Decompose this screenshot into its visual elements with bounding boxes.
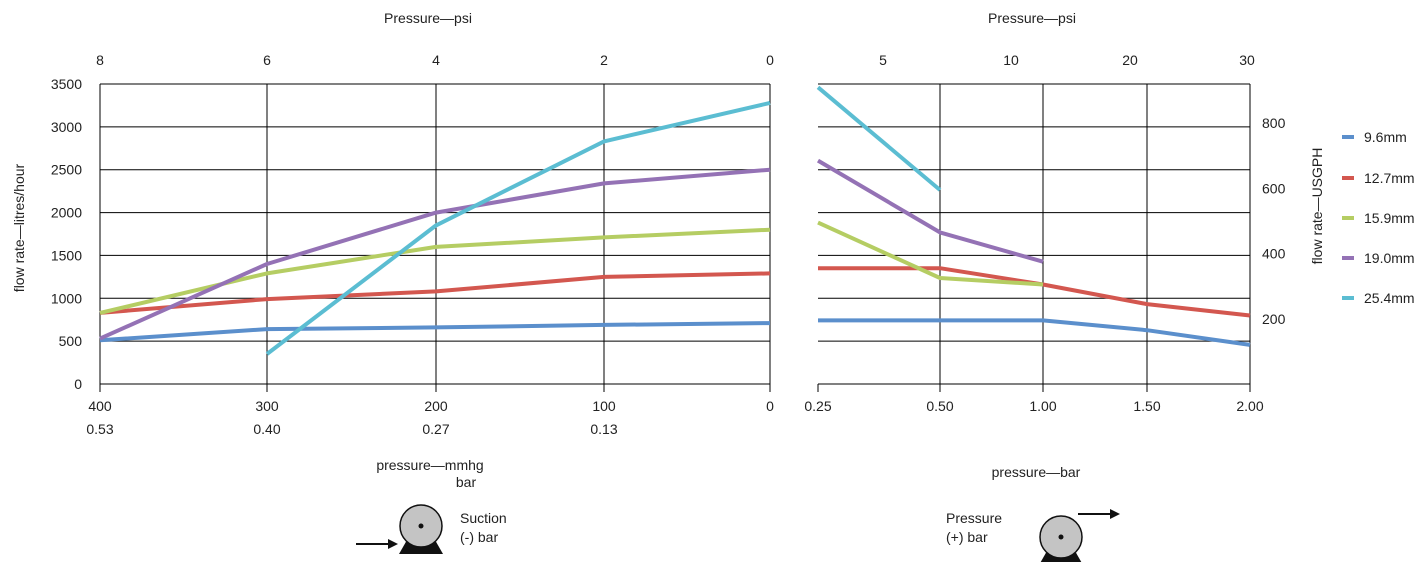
y-tick-label-usgph: 400 <box>1262 246 1286 262</box>
y-tick-label-usgph: 600 <box>1262 180 1286 196</box>
x-tick-label-mmhg: 200 <box>424 398 448 414</box>
series-line-12.7mm <box>99 271 771 315</box>
legend: 9.6mm 12.7mm 15.9mm 19.0mm 25.4mm <box>1342 129 1415 306</box>
y-axis-title-left: flow rate—litres/hour <box>11 163 27 292</box>
series-line-9.6mm <box>99 321 771 343</box>
x-tick-label-bar: 0.25 <box>804 398 831 414</box>
y-tick-label: 2000 <box>51 205 82 221</box>
legend-label: 15.9mm <box>1364 210 1415 226</box>
pressure-panel: 5 10 20 30 Pressure—psi 0.25 0.50 1.00 1.50 2.00 p… <box>804 10 1325 480</box>
top-psi-tick-label: 20 <box>1122 52 1138 68</box>
legend-item: 15.9mm <box>1342 210 1415 226</box>
x-tick-label-bar: 0.50 <box>926 398 953 414</box>
x-tick-label-bar: 0.40 <box>253 421 280 437</box>
series-line-15.9mm <box>99 227 771 315</box>
pressure-label: Pressure <box>946 510 1002 526</box>
legend-item: 19.0mm <box>1342 250 1415 266</box>
y-tick-label-usgph: 800 <box>1262 115 1286 131</box>
y-tick-label: 2500 <box>51 162 82 178</box>
pump-icon <box>399 504 443 554</box>
legend-label: 19.0mm <box>1364 250 1415 266</box>
y-tick-label: 0 <box>74 376 82 392</box>
bottom-axis-title: pressure—bar <box>992 464 1081 480</box>
top-psi-tick-label: 5 <box>879 52 887 68</box>
x-tick-label-bar: 2.00 <box>1236 398 1263 414</box>
series-line-19.0mm <box>99 167 771 341</box>
series-line-25.4mm <box>265 100 771 356</box>
x-tick-label-mmhg: 300 <box>255 398 279 414</box>
pressure-pump-diagram: Pressure (+) bar <box>946 509 1120 562</box>
x-tick-label-mmhg: 100 <box>592 398 616 414</box>
y-tick-label-usgph: 200 <box>1262 311 1286 327</box>
legend-item: 25.4mm <box>1342 290 1415 306</box>
series-line-15.9mm <box>817 220 1044 287</box>
series-line-9.6mm <box>818 318 1251 347</box>
x-tick-label-bar: 0.27 <box>422 421 449 437</box>
legend-label: 9.6mm <box>1364 129 1407 145</box>
x-tick-label-bar: 1.50 <box>1133 398 1160 414</box>
top-axis-title: Pressure—psi <box>384 10 472 26</box>
pressure-bar-label: (+) bar <box>946 529 988 545</box>
x-tick-label-bar: 1.00 <box>1029 398 1056 414</box>
x-tick-label-bar: 0.13 <box>590 421 617 437</box>
bottom-axis-subtitle: bar <box>456 474 477 490</box>
legend-label: 12.7mm <box>1364 170 1415 186</box>
series-line-19.0mm <box>816 158 1044 264</box>
top-psi-tick-label: 30 <box>1239 52 1255 68</box>
series-line-12.7mm <box>818 266 1251 318</box>
suction-label: Suction <box>460 510 507 526</box>
suction-bar-label: (-) bar <box>460 529 498 545</box>
top-psi-tick-label: 0 <box>766 52 774 68</box>
x-tick-label-mmhg: 0 <box>766 398 774 414</box>
y-tick-label: 500 <box>59 333 83 349</box>
y-axis-title-right: flow rate—USGPH <box>1309 148 1325 265</box>
legend-item: 9.6mm <box>1342 129 1407 145</box>
top-psi-tick-label: 6 <box>263 52 271 68</box>
y-tick-label: 1500 <box>51 247 82 263</box>
pump-icon <box>1039 515 1083 562</box>
y-tick-label: 3000 <box>51 119 82 135</box>
y-tick-label: 3500 <box>51 76 82 92</box>
top-axis-title: Pressure—psi <box>988 10 1076 26</box>
x-tick-label-bar: 0.53 <box>86 421 113 437</box>
top-psi-tick-label: 8 <box>96 52 104 68</box>
y-tick-label: 1000 <box>51 290 82 306</box>
arrow-icon <box>356 539 398 549</box>
arrow-icon <box>1078 509 1120 519</box>
legend-item: 12.7mm <box>1342 170 1415 186</box>
suction-pump-diagram: Suction (-) bar <box>356 504 507 554</box>
legend-label: 25.4mm <box>1364 290 1415 306</box>
x-tick-label-mmhg: 400 <box>88 398 112 414</box>
top-psi-tick-label: 4 <box>432 52 440 68</box>
bottom-axis-title: pressure—mmhg <box>376 457 483 473</box>
series-line-25.4mm <box>816 85 942 192</box>
top-psi-tick-label: 10 <box>1003 52 1019 68</box>
top-psi-tick-label: 2 <box>600 52 608 68</box>
